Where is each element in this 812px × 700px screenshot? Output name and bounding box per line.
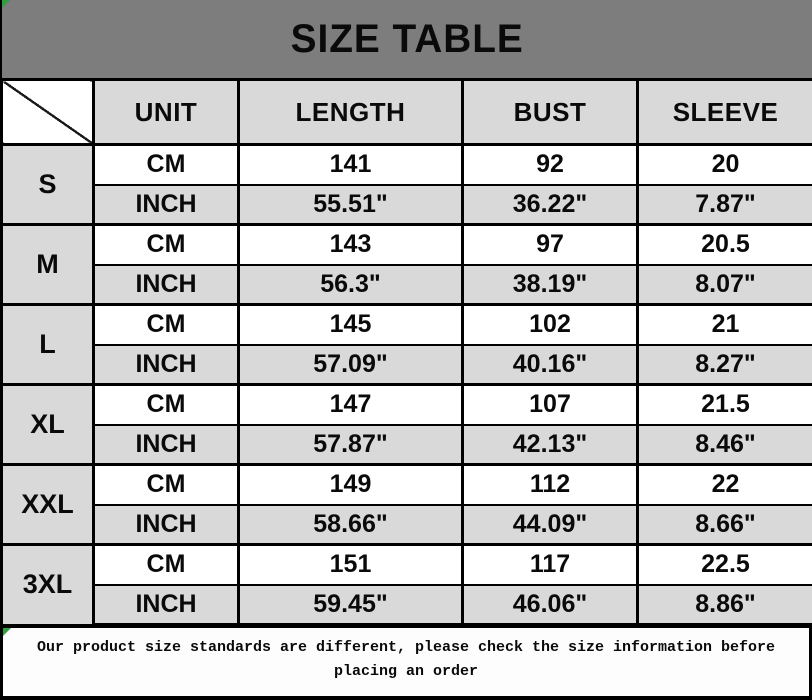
green-corner-marker xyxy=(3,628,11,636)
unit-cell: INCH xyxy=(94,265,239,305)
bust-inch-cell: 44.09" xyxy=(463,505,638,545)
table-row: INCH 56.3" 38.19" 8.07" xyxy=(2,265,812,305)
unit-cell: CM xyxy=(94,545,239,585)
table-row: 3XL CM 151 117 22.5 xyxy=(2,545,812,585)
table-row: S CM 141 92 20 xyxy=(2,145,812,185)
unit-cell: CM xyxy=(94,385,239,425)
unit-cell: INCH xyxy=(94,425,239,465)
sleeve-inch-cell: 8.07" xyxy=(638,265,812,305)
unit-cell: CM xyxy=(94,225,239,265)
bust-cm-cell: 102 xyxy=(463,305,638,345)
note-line-2: placing an order xyxy=(3,660,809,684)
unit-cell: CM xyxy=(94,465,239,505)
col-header-bust: BUST xyxy=(463,80,638,145)
header-row: UNIT LENGTH BUST SLEEVE xyxy=(2,80,812,145)
sleeve-inch-cell: 8.46" xyxy=(638,425,812,465)
bust-cm-cell: 112 xyxy=(463,465,638,505)
title-banner: SIZE TABLE xyxy=(0,0,812,78)
bust-cm-cell: 92 xyxy=(463,145,638,185)
length-inch-cell: 55.51" xyxy=(239,185,463,225)
bust-inch-cell: 46.06" xyxy=(463,585,638,625)
length-inch-cell: 56.3" xyxy=(239,265,463,305)
sleeve-inch-cell: 8.66" xyxy=(638,505,812,545)
sleeve-cm-cell: 22 xyxy=(638,465,812,505)
size-label-cell: M xyxy=(2,225,94,305)
table-row: L CM 145 102 21 xyxy=(2,305,812,345)
size-label-cell: XL xyxy=(2,385,94,465)
length-cm-cell: 151 xyxy=(239,545,463,585)
bust-cm-cell: 117 xyxy=(463,545,638,585)
table-row: INCH 55.51" 36.22" 7.87" xyxy=(2,185,812,225)
size-label-cell: XXL xyxy=(2,465,94,545)
table-row: M CM 143 97 20.5 xyxy=(2,225,812,265)
length-cm-cell: 141 xyxy=(239,145,463,185)
length-cm-cell: 143 xyxy=(239,225,463,265)
bust-cm-cell: 107 xyxy=(463,385,638,425)
sleeve-cm-cell: 20 xyxy=(638,145,812,185)
table-row: XXL CM 149 112 22 xyxy=(2,465,812,505)
sleeve-inch-cell: 7.87" xyxy=(638,185,812,225)
bust-inch-cell: 36.22" xyxy=(463,185,638,225)
sleeve-inch-cell: 8.27" xyxy=(638,345,812,385)
footer-note: Our product size standards are different… xyxy=(0,626,812,700)
note-line-1: Our product size standards are different… xyxy=(3,636,809,660)
length-inch-cell: 58.66" xyxy=(239,505,463,545)
sleeve-cm-cell: 21.5 xyxy=(638,385,812,425)
sleeve-cm-cell: 20.5 xyxy=(638,225,812,265)
size-label-cell: S xyxy=(2,145,94,225)
sleeve-cm-cell: 22.5 xyxy=(638,545,812,585)
table-row: INCH 59.45" 46.06" 8.86" xyxy=(2,585,812,625)
sleeve-inch-cell: 8.86" xyxy=(638,585,812,625)
col-header-sleeve: SLEEVE xyxy=(638,80,812,145)
unit-cell: INCH xyxy=(94,585,239,625)
size-label-cell: 3XL xyxy=(2,545,94,625)
unit-cell: INCH xyxy=(94,345,239,385)
length-cm-cell: 149 xyxy=(239,465,463,505)
size-table: UNIT LENGTH BUST SLEEVE S CM 141 92 20 I… xyxy=(0,78,812,626)
table-row: INCH 57.87" 42.13" 8.46" xyxy=(2,425,812,465)
length-inch-cell: 57.87" xyxy=(239,425,463,465)
unit-cell: CM xyxy=(94,145,239,185)
bust-inch-cell: 40.16" xyxy=(463,345,638,385)
table-row: XL CM 147 107 21.5 xyxy=(2,385,812,425)
diagonal-corner-cell xyxy=(2,80,94,145)
unit-cell: CM xyxy=(94,305,239,345)
size-label-cell: L xyxy=(2,305,94,385)
sleeve-cm-cell: 21 xyxy=(638,305,812,345)
table-row: INCH 57.09" 40.16" 8.27" xyxy=(2,345,812,385)
bust-cm-cell: 97 xyxy=(463,225,638,265)
length-cm-cell: 147 xyxy=(239,385,463,425)
bust-inch-cell: 42.13" xyxy=(463,425,638,465)
col-header-length: LENGTH xyxy=(239,80,463,145)
length-inch-cell: 57.09" xyxy=(239,345,463,385)
green-corner-marker xyxy=(2,0,10,8)
length-inch-cell: 59.45" xyxy=(239,585,463,625)
unit-cell: INCH xyxy=(94,185,239,225)
bust-inch-cell: 38.19" xyxy=(463,265,638,305)
col-header-unit: UNIT xyxy=(94,80,239,145)
length-cm-cell: 145 xyxy=(239,305,463,345)
table-row: INCH 58.66" 44.09" 8.66" xyxy=(2,505,812,545)
page-title: SIZE TABLE xyxy=(290,17,523,62)
unit-cell: INCH xyxy=(94,505,239,545)
